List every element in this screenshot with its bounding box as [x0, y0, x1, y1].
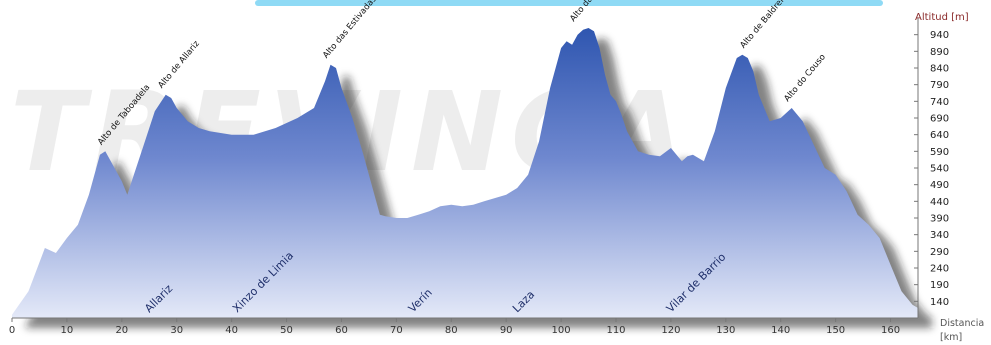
y-axis-ticks: 140 190 240 290 340 390 440 490 540 590 640 690 740 7… — [914, 30, 949, 308]
y-tick-label: 440 — [930, 197, 949, 208]
y-tick-label: 140 — [930, 297, 949, 308]
x-tick-label: 40 — [225, 325, 238, 336]
peak-label: Alto das Estivadas — [321, 0, 379, 61]
profile-area-path — [12, 28, 918, 318]
profile-area — [12, 28, 918, 318]
y-tick-label: 290 — [930, 247, 949, 258]
y-tick-label: 190 — [930, 280, 949, 291]
x-tick-label: 0 — [9, 325, 15, 336]
x-tick-label: 30 — [170, 325, 183, 336]
x-axis-title-line2: [km] — [940, 332, 962, 343]
x-tick-label: 90 — [500, 325, 513, 336]
x-tick-label: 150 — [826, 325, 845, 336]
y-tick-label: 840 — [930, 64, 949, 75]
x-tick-label: 80 — [445, 325, 458, 336]
y-tick-label: 690 — [930, 114, 949, 125]
x-tick-label: 60 — [335, 325, 348, 336]
x-tick-label: 160 — [881, 325, 900, 336]
x-tick-label: 70 — [390, 325, 403, 336]
y-tick-label: 640 — [930, 130, 949, 141]
x-tick-label: 120 — [661, 325, 680, 336]
y-tick-label: 240 — [930, 264, 949, 275]
x-tick-label: 50 — [280, 325, 293, 336]
y-tick-label: 740 — [930, 97, 949, 108]
y-tick-label: 490 — [930, 180, 949, 191]
x-tick-label: 110 — [606, 325, 625, 336]
x-tick-label: 100 — [552, 325, 571, 336]
top-banner — [255, 0, 883, 6]
peak-label: Alto de Baldrei — [738, 0, 786, 51]
x-tick-label: 20 — [115, 325, 128, 336]
x-axis-title-line1: Distancia — [940, 318, 984, 329]
x-tick-label: 130 — [716, 325, 735, 336]
y-tick-label: 390 — [930, 214, 949, 225]
y-tick-label: 790 — [930, 80, 949, 91]
y-tick-label: 940 — [930, 30, 949, 41]
y-axis-title: Altitud [m] — [915, 12, 969, 23]
x-tick-label: 140 — [771, 325, 790, 336]
y-tick-label: 340 — [930, 230, 949, 241]
x-axis-ticks: 0 10 20 30 40 50 60 70 80 90 100 110 120 130 140 150 160 — [9, 318, 900, 336]
peak-label: Alto do Couso — [782, 52, 828, 104]
x-tick-label: 10 — [61, 325, 74, 336]
y-tick-label: 590 — [930, 147, 949, 158]
y-tick-label: 890 — [930, 47, 949, 58]
y-tick-label: 540 — [930, 164, 949, 175]
